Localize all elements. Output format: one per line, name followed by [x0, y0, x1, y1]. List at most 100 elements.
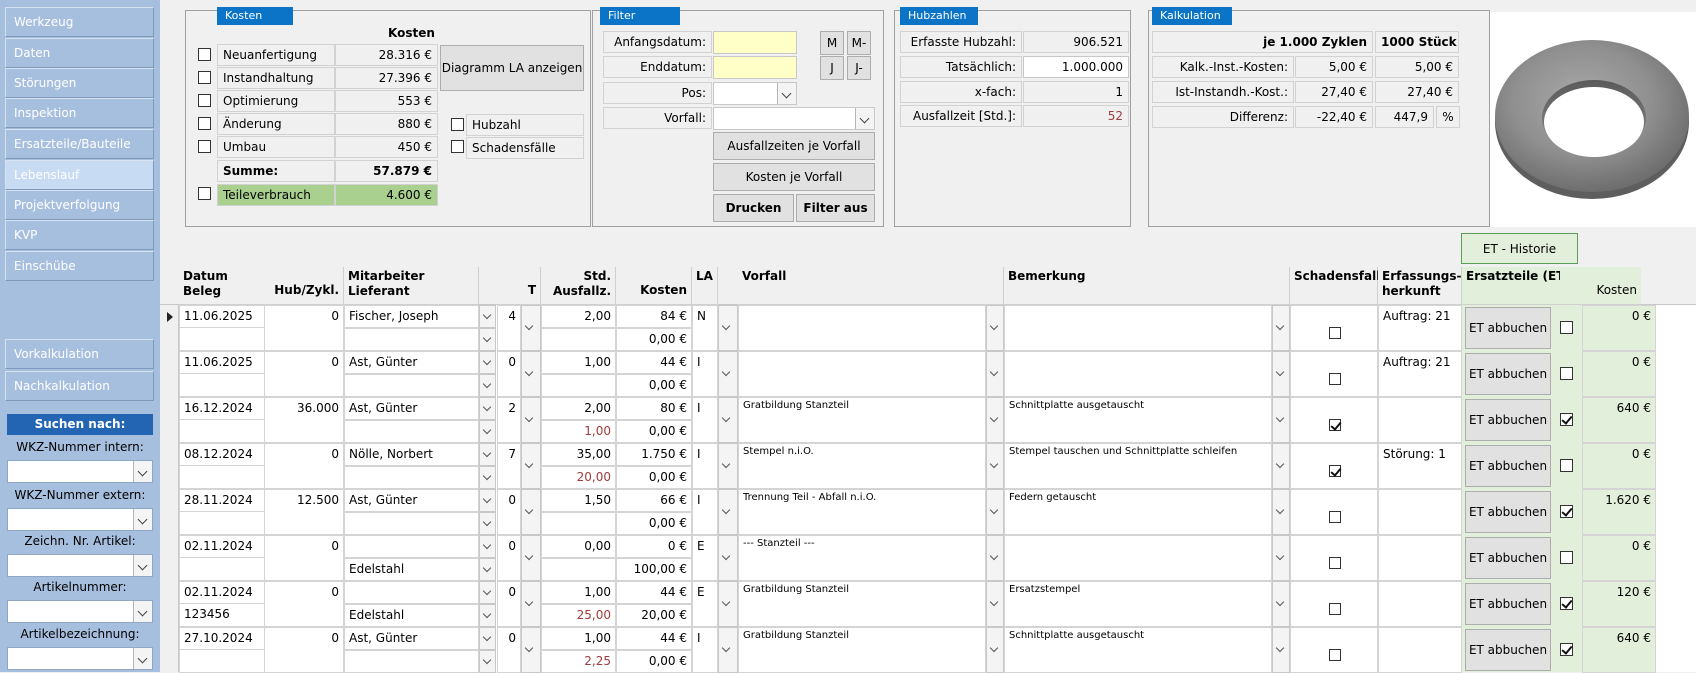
mitarbeiter-cell[interactable] — [344, 535, 479, 558]
lieferant-chevron-down-icon[interactable] — [479, 466, 496, 489]
et-checkbox[interactable] — [1560, 321, 1573, 334]
t-cell[interactable]: 0 — [497, 489, 521, 535]
pos-select[interactable] — [713, 82, 797, 105]
t-cell[interactable]: 0 — [497, 627, 521, 673]
hub-cell[interactable]: 0 — [264, 535, 344, 581]
t-chevron-down-icon[interactable] — [521, 397, 541, 443]
std2-cell[interactable]: 20,00 — [541, 466, 616, 489]
beleg-cell[interactable] — [179, 420, 265, 443]
la-chevron-down-icon[interactable] — [718, 535, 738, 581]
teile-checkbox[interactable] — [198, 187, 211, 200]
hub-cell[interactable]: 12.500 — [264, 489, 344, 535]
et-abbuchen-button[interactable]: ET abbuchen — [1465, 399, 1551, 441]
beleg-cell[interactable] — [179, 558, 265, 581]
la-cell[interactable]: I — [692, 627, 718, 673]
mitarbeiter-chevron-down-icon[interactable] — [479, 397, 496, 420]
bemerkung-cell[interactable] — [1004, 535, 1272, 581]
la-cell[interactable]: I — [692, 443, 718, 489]
mitarbeiter-cell[interactable]: Nölle, Norbert — [344, 443, 479, 466]
std2-cell[interactable] — [541, 328, 616, 351]
et-historie-button[interactable]: ET - Historie — [1461, 233, 1578, 264]
la-chevron-down-icon[interactable] — [718, 351, 738, 397]
hub-cell[interactable]: 0 — [264, 627, 344, 673]
lieferant-chevron-down-icon[interactable] — [479, 420, 496, 443]
vorfall-cell[interactable]: --- Stanzteil --- — [738, 535, 986, 581]
std2-cell[interactable]: 1,00 — [541, 420, 616, 443]
std-cell[interactable]: 1,00 — [541, 627, 616, 650]
nav-inspektion[interactable]: Inspektion — [5, 98, 154, 128]
std-cell[interactable]: 2,00 — [541, 397, 616, 420]
et-abbuchen-button[interactable]: ET abbuchen — [1465, 491, 1551, 533]
hub-cell[interactable]: 0 — [264, 351, 344, 397]
nav-daten[interactable]: Daten — [5, 38, 154, 68]
chevron-down-icon[interactable] — [133, 648, 152, 669]
std2-cell[interactable]: 2,25 — [541, 650, 616, 673]
lieferant-cell[interactable] — [344, 512, 479, 535]
et-checkbox[interactable] — [1560, 505, 1573, 518]
bemerkung-chevron-down-icon[interactable] — [1272, 305, 1290, 351]
mitarbeiter-chevron-down-icon[interactable] — [479, 535, 496, 558]
t-cell[interactable]: 0 — [497, 535, 521, 581]
et-checkbox[interactable] — [1560, 459, 1573, 472]
kosten2-cell[interactable]: 0,00 € — [616, 650, 692, 673]
bemerkung-cell[interactable]: Ersatzstempel — [1004, 581, 1272, 627]
kosten-cell[interactable]: 80 € — [616, 397, 692, 420]
hubzahl-checkbox[interactable] — [451, 118, 464, 131]
bemerkung-cell[interactable] — [1004, 351, 1272, 397]
search-combo[interactable] — [7, 508, 153, 531]
vorfall-cell[interactable]: Gratbildung Stanzteil — [738, 581, 986, 627]
vorfall-select[interactable] — [713, 107, 875, 130]
nav-ersatzteile-bauteile[interactable]: Ersatzteile/Bauteile — [5, 129, 154, 159]
mitarbeiter-cell[interactable]: Fischer, Joseph — [344, 305, 479, 328]
std-cell[interactable]: 0,00 — [541, 535, 616, 558]
vorfall-cell[interactable]: Trennung Teil - Abfall n.i.O. — [738, 489, 986, 535]
vorfall-chevron-down-icon[interactable] — [986, 305, 1004, 351]
la-cell[interactable]: I — [692, 397, 718, 443]
lieferant-cell[interactable] — [344, 650, 479, 673]
et-checkbox[interactable] — [1560, 597, 1573, 610]
m-minus-button[interactable]: M- — [847, 31, 871, 55]
mitarbeiter-cell[interactable]: Ast, Günter — [344, 489, 479, 512]
kosten2-cell[interactable]: 0,00 € — [616, 512, 692, 535]
beleg-cell[interactable] — [179, 466, 265, 489]
et-abbuchen-button[interactable]: ET abbuchen — [1465, 629, 1551, 671]
mitarbeiter-cell[interactable] — [344, 581, 479, 604]
anfangsdatum-input[interactable] — [713, 31, 797, 54]
kosten-cell[interactable]: 66 € — [616, 489, 692, 512]
enddatum-input[interactable] — [713, 56, 797, 79]
nav-kvp[interactable]: KVP — [5, 220, 154, 250]
kosten-cell[interactable]: 44 € — [616, 351, 692, 374]
la-chevron-down-icon[interactable] — [718, 489, 738, 535]
m-button[interactable]: M — [820, 31, 844, 55]
mitarbeiter-chevron-down-icon[interactable] — [479, 351, 496, 374]
bemerkung-chevron-down-icon[interactable] — [1272, 443, 1290, 489]
hub-cell[interactable]: 0 — [264, 443, 344, 489]
lieferant-cell[interactable]: Edelstahl — [344, 604, 479, 627]
chevron-down-icon[interactable] — [133, 509, 152, 530]
et-abbuchen-button[interactable]: ET abbuchen — [1465, 537, 1551, 579]
bemerkung-chevron-down-icon[interactable] — [1272, 489, 1290, 535]
t-cell[interactable]: 0 — [497, 351, 521, 397]
std-cell[interactable]: 2,00 — [541, 305, 616, 328]
beleg-cell[interactable] — [179, 512, 265, 535]
lieferant-cell[interactable] — [344, 420, 479, 443]
datum-cell[interactable]: 16.12.2024 — [179, 397, 265, 420]
et-checkbox[interactable] — [1560, 413, 1573, 426]
lieferant-cell[interactable] — [344, 374, 479, 397]
ausfallzeiten-button[interactable]: Ausfallzeiten je Vorfall — [713, 132, 875, 160]
vorfall-chevron-down-icon[interactable] — [986, 535, 1004, 581]
lieferant-cell[interactable] — [344, 328, 479, 351]
lieferant-chevron-down-icon[interactable] — [479, 512, 496, 535]
schadensfall-checkbox[interactable] — [1329, 373, 1341, 385]
nav-werkzeug[interactable]: Werkzeug — [5, 7, 154, 37]
kosten-je-vorfall-button[interactable]: Kosten je Vorfall — [713, 163, 875, 191]
nav-vorkalkulation[interactable]: Vorkalkulation — [5, 339, 154, 369]
la-cell[interactable]: E — [692, 535, 718, 581]
t-chevron-down-icon[interactable] — [521, 351, 541, 397]
lieferant-chevron-down-icon[interactable] — [479, 374, 496, 397]
std2-cell[interactable] — [541, 558, 616, 581]
std2-cell[interactable] — [541, 374, 616, 397]
et-checkbox[interactable] — [1560, 551, 1573, 564]
schadensfall-checkbox[interactable] — [1329, 465, 1341, 477]
lieferant-chevron-down-icon[interactable] — [479, 558, 496, 581]
